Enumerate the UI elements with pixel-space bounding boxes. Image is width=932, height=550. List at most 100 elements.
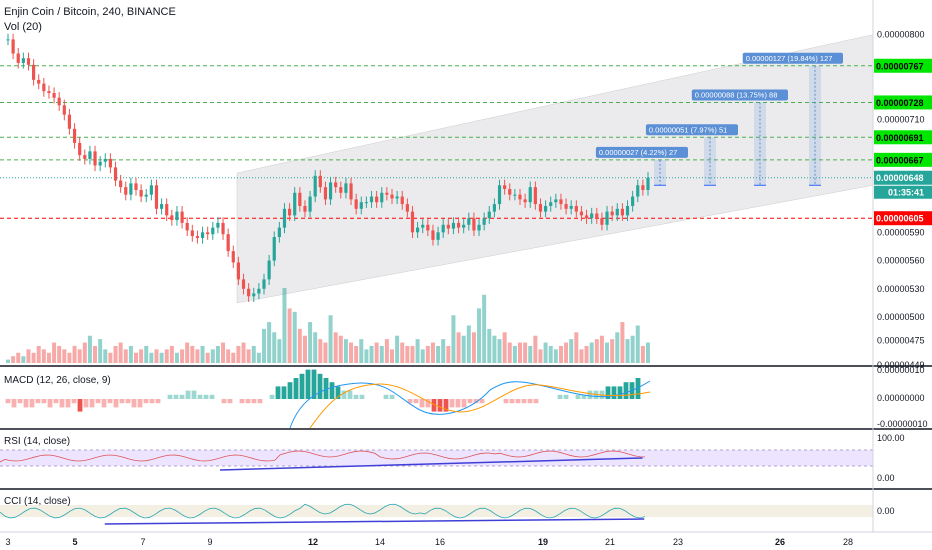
candle-body[interactable] (564, 204, 568, 209)
candle-body[interactable] (236, 262, 240, 280)
measure-label[interactable]: 0.00000027 (4.22%) 27 (599, 148, 677, 157)
candle-body[interactable] (605, 211, 609, 225)
cci-label[interactable]: CCI (14, close) (4, 496, 71, 507)
candle-body[interactable] (590, 213, 594, 219)
candle-body[interactable] (72, 128, 77, 143)
time-tick[interactable]: 21 (605, 537, 615, 547)
candle-body[interactable] (62, 105, 66, 115)
level-tag-label[interactable]: 0.00000605 (876, 214, 924, 224)
candle-body[interactable] (247, 288, 251, 297)
cci-pane[interactable] (0, 503, 873, 525)
candle-body[interactable] (129, 183, 133, 195)
candle-body[interactable] (554, 199, 558, 203)
candle-body[interactable] (344, 183, 348, 193)
level-tag[interactable] (874, 211, 932, 226)
candle-body[interactable] (231, 251, 235, 263)
price-tick[interactable]: 0.00000449 (877, 360, 925, 370)
candle-body[interactable] (293, 192, 297, 216)
candle-body[interactable] (42, 83, 46, 92)
candle-body[interactable] (595, 213, 599, 219)
time-axis[interactable]: 3 5 7 9 12 14 16 19 21 23 26 28 (0, 531, 932, 547)
time-tick[interactable]: 7 (140, 537, 145, 547)
candle-body[interactable] (113, 167, 118, 181)
candle-body[interactable] (508, 189, 512, 195)
level-tag-label[interactable]: 0.00000648 (876, 173, 924, 183)
price-tick[interactable]: 0.00000560 (877, 256, 925, 266)
measure-label[interactable]: 0.00000127 (19.84%) 127 (746, 54, 833, 63)
cci-trendline[interactable] (104, 518, 645, 525)
candle-body[interactable] (154, 185, 159, 209)
candle-body[interactable] (631, 196, 635, 206)
candle-body[interactable] (549, 202, 553, 206)
candle-body[interactable] (108, 158, 112, 168)
macd-pane[interactable] (5, 369, 651, 429)
candle-body[interactable] (559, 199, 563, 205)
candle-body[interactable] (456, 222, 461, 228)
candle-body[interactable] (144, 194, 148, 197)
candle-body[interactable] (83, 155, 87, 159)
level-tag[interactable] (874, 58, 932, 73)
candle-body[interactable] (359, 202, 363, 209)
candle-body[interactable] (334, 182, 338, 188)
candle-body[interactable] (195, 236, 200, 238)
rsi-label[interactable]: RSI (14, close) (4, 436, 70, 447)
candle-body[interactable] (395, 196, 399, 199)
candle-body[interactable] (88, 151, 92, 159)
candle-body[interactable] (416, 227, 420, 233)
candle-body[interactable] (11, 39, 15, 54)
candle-body[interactable] (441, 224, 445, 233)
candle-body[interactable] (323, 187, 328, 200)
time-tick[interactable]: 16 (435, 537, 445, 547)
candle-body[interactable] (620, 208, 624, 216)
candle-body[interactable] (390, 194, 394, 199)
time-tick[interactable]: 26 (775, 537, 785, 547)
macd-label[interactable]: MACD (12, 26, close, 9) (4, 375, 111, 386)
candle-body[interactable] (503, 185, 507, 190)
rsi-trendline[interactable] (219, 457, 643, 471)
candle-body[interactable] (262, 279, 266, 289)
candle-body[interactable] (375, 196, 379, 203)
candle-body[interactable] (298, 192, 302, 206)
candle-body[interactable] (119, 180, 123, 188)
candle-body[interactable] (6, 39, 10, 41)
candle-body[interactable] (185, 222, 189, 231)
candle-body[interactable] (339, 187, 343, 193)
candle-body[interactable] (482, 218, 486, 225)
candle-body[interactable] (98, 161, 102, 166)
candle-body[interactable] (431, 230, 435, 240)
candle-body[interactable] (523, 199, 527, 203)
level-tag[interactable] (874, 95, 932, 110)
measure-label[interactable]: 0.00000051 (7.97%) 51 (649, 125, 727, 134)
candle-body[interactable] (446, 224, 450, 229)
time-tick[interactable]: 28 (843, 537, 853, 547)
price-tick[interactable]: 0.00000475 (877, 336, 925, 346)
candle-body[interactable] (16, 53, 20, 63)
price-pane[interactable]: 0.00000027 (4.22%) 27 0.00000051 (7.97%) … (0, 33, 932, 490)
level-tag-label[interactable]: 0.00000728 (876, 98, 924, 108)
level-tag[interactable] (874, 130, 932, 145)
candle-body[interactable] (641, 185, 645, 190)
candle-body[interactable] (349, 183, 353, 200)
price-tick[interactable]: 0.00000590 (877, 227, 925, 237)
price-tick[interactable]: 0.00000800 (877, 30, 925, 40)
candle-body[interactable] (21, 58, 25, 63)
macd-tick[interactable]: 0.00000010 (877, 365, 925, 375)
candle-body[interactable] (180, 211, 184, 223)
candle-body[interactable] (124, 187, 128, 195)
candle-body[interactable] (385, 192, 389, 195)
candle-body[interactable] (497, 185, 502, 205)
rsi-tick[interactable]: 0.00 (877, 473, 895, 483)
candle-body[interactable] (93, 151, 97, 166)
candle-body[interactable] (410, 211, 415, 233)
candle-body[interactable] (328, 182, 333, 200)
candle-body[interactable] (318, 175, 322, 188)
level-tag-label[interactable]: 0.00000767 (876, 61, 924, 71)
candle-body[interactable] (103, 158, 107, 162)
candle-body[interactable] (165, 204, 169, 216)
level-tag[interactable] (874, 152, 932, 167)
price-tick[interactable]: 0.00000500 (877, 312, 925, 322)
chart-title[interactable]: Enjin Coin / Bitcoin, 240, BINANCE (4, 6, 176, 18)
candle-body[interactable] (426, 224, 430, 231)
measure-box[interactable] (809, 65, 821, 186)
